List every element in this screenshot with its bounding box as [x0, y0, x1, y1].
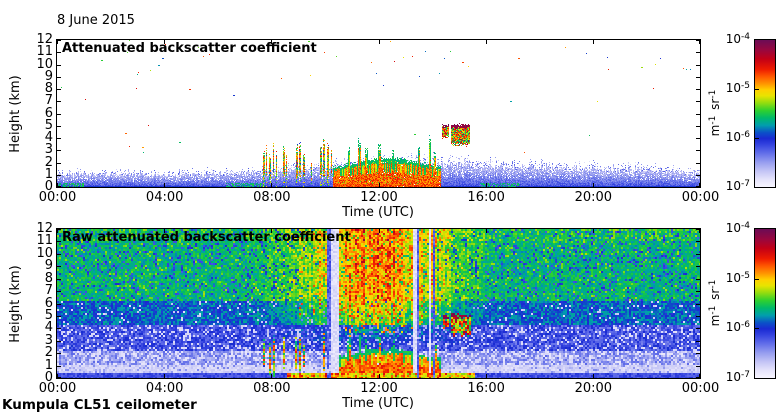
colorbar-tick-label: 10-4	[725, 221, 750, 235]
y-tick-label: 10	[36, 56, 53, 72]
y-tick-label: 11	[36, 233, 53, 249]
x-tick-label: 16:00	[467, 190, 505, 205]
y-tick-label: 0	[44, 179, 53, 194]
y-tick-label: 7	[44, 283, 53, 299]
instrument-label: Kumpula CL51 ceilometer	[2, 397, 197, 413]
raw-backscatter-heatmap	[57, 229, 700, 378]
attenuated-backscatter-panel: Attenuated backscatter coefficient	[56, 39, 701, 188]
colorbar-tick-label: 10-6	[725, 130, 750, 144]
unit-base: m	[708, 124, 722, 137]
colorbar-minor-tick	[755, 279, 759, 280]
colorbar-tick-label: 10-6	[725, 320, 750, 335]
y-tick-label: 1	[44, 357, 53, 373]
y-tick-label: 8	[44, 81, 53, 96]
y-tick-label: 4	[44, 130, 53, 145]
date-title: 8 June 2015	[57, 13, 135, 28]
colorbar-tick-label: 10-5	[725, 270, 750, 285]
y-tick-label: 4	[44, 320, 53, 336]
colorbar-minor-tick	[755, 138, 759, 139]
raw-backscatter-panel: Raw attenuated backscatter coefficient	[56, 228, 701, 379]
unit-exp: -1	[708, 89, 718, 99]
x-tick-label: 04:00	[145, 190, 184, 205]
y-tick-label: 12	[36, 32, 53, 47]
panel-title-attenuated: Attenuated backscatter coefficient	[62, 41, 317, 56]
y-tick-label: 3	[44, 142, 53, 158]
x-tick-label: 12:00	[360, 381, 398, 396]
y-tick-label: 7	[44, 93, 53, 109]
colorbar-tick-label: 10-5	[725, 81, 750, 95]
y-tick-label: 9	[44, 68, 53, 84]
x-tick-label: 00:00	[681, 190, 720, 205]
colorbar-minor-tick	[755, 328, 759, 329]
y-tick-label: 5	[44, 307, 53, 323]
unit-exp: -1	[708, 279, 718, 289]
y-tick-label: 2	[44, 345, 53, 361]
x-tick-label: 20:00	[574, 190, 613, 205]
colorbar-unit-label-bottom: m-1 sr-1	[708, 263, 724, 343]
colorbar-unit-label-top: m-1 sr-1	[708, 73, 724, 153]
unit-base: sr	[708, 98, 722, 110]
x-tick-label: 20:00	[574, 381, 613, 396]
x-tick-label: 08:00	[253, 190, 291, 205]
y-tick-label: 3	[44, 332, 53, 348]
y-tick-label: 8	[44, 270, 53, 286]
x-tick-label: 16:00	[467, 381, 505, 396]
colorbar-tick-label: 10-7	[725, 370, 750, 384]
y-tick-label: 5	[44, 117, 53, 133]
unit-exp: -1	[708, 115, 718, 125]
y-tick-label: 6	[44, 295, 53, 311]
x-tick-label: 00:00	[38, 381, 77, 396]
x-tick-label: 04:00	[145, 381, 184, 396]
colorbar-minor-tick	[755, 89, 759, 90]
y-axis-label-top: Height (km)	[8, 75, 23, 153]
x-axis-label-bottom: Time (UTC)	[342, 396, 414, 411]
x-tick-label: 00:00	[38, 190, 77, 205]
attenuated-backscatter-heatmap	[57, 40, 700, 187]
y-tick-label: 1	[44, 166, 53, 182]
x-axis-label-top: Time (UTC)	[342, 205, 414, 220]
colorbar-tick-label: 10-4	[725, 32, 750, 46]
y-tick-label: 2	[44, 154, 53, 170]
x-tick-label: 12:00	[360, 190, 398, 205]
unit-base: m	[708, 314, 722, 327]
y-tick-label: 10	[36, 245, 53, 261]
unit-exp: -1	[708, 305, 718, 315]
colorbar-top	[754, 39, 776, 188]
y-tick-label: 0	[44, 370, 53, 385]
y-tick-label: 6	[44, 105, 53, 121]
y-tick-label: 11	[36, 44, 53, 60]
colorbar-tick-label: 10-7	[725, 179, 750, 193]
unit-base: sr	[708, 288, 722, 300]
y-axis-label-bottom: Height (km)	[8, 265, 23, 343]
colorbar-bottom	[754, 228, 776, 379]
x-tick-label: 00:00	[681, 381, 720, 396]
panel-title-raw: Raw attenuated backscatter coefficient	[62, 230, 351, 245]
y-tick-label: 9	[44, 258, 53, 274]
y-tick-label: 12	[36, 221, 53, 236]
x-tick-label: 08:00	[253, 381, 291, 396]
